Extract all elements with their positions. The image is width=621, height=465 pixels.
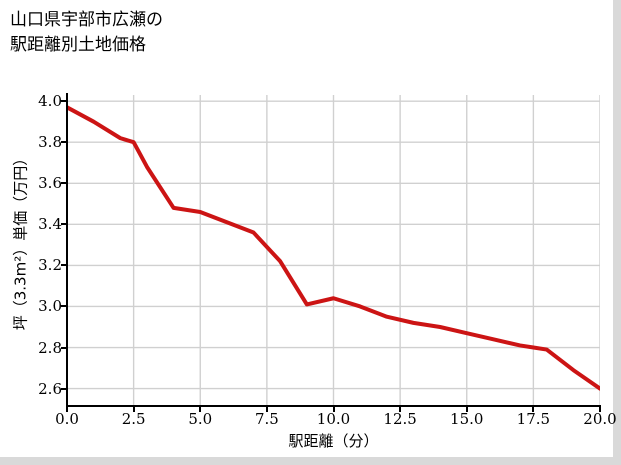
y-tick-mark [61,141,66,144]
y-tick-label: 3.8 [38,133,62,152]
y-tick-mark [61,223,66,226]
chart-title-line-2: 駅距離別土地価格 [10,35,146,55]
y-tick-label-group: 2.6 2.8 3.0 3.2 3.4 3.6 3.8 4.0 [8,0,62,465]
y-tick-mark [61,305,66,308]
x-tick-label: 15.0 [450,410,484,428]
y-tick-mark [61,387,66,390]
x-tick-label: 5.0 [188,410,213,428]
chart-figure: 山口県宇部市広瀬の 駅距離別土地価格 2.6 2.8 3.0 3.2 3.4 3.6 3.8… [0,0,617,457]
y-tick-label: 3.0 [38,297,62,316]
y-tick-label: 3.2 [38,256,62,275]
y-axis-title: 坪（3.3m²）単価（万円） [11,150,30,331]
y-tick-mark [61,346,66,349]
x-tick-mark [599,407,601,412]
chart-title: 山口県宇部市広瀬の 駅距離別土地価格 [10,8,430,58]
vertical-gridlines [67,95,600,405]
x-tick-label: 10.0 [316,410,351,428]
x-tick-label: 20.0 [583,410,617,428]
x-tick-label: 2.5 [121,410,146,428]
x-tick-mark [332,407,335,412]
y-tick-mark [61,100,66,103]
x-tick-mark [66,407,68,412]
x-tick-mark [265,407,268,412]
y-tick-label: 4.0 [38,92,62,111]
x-tick-label: 17.5 [516,410,551,428]
x-tick-mark [132,407,135,412]
x-tick-mark [199,407,202,412]
x-axis-spine [66,405,601,407]
data-line-layer [67,105,600,391]
x-axis-title: 駅距離（分） [288,432,379,450]
y-tick-label: 3.4 [38,215,62,234]
chart-title-line-1: 山口県宇部市広瀬の [10,10,163,30]
y-tick-label: 2.6 [38,379,62,398]
x-tick-mark [465,407,468,412]
x-tick-label: 12.5 [383,410,417,428]
plot-area [67,95,600,405]
y-axis-spine [66,93,68,407]
y-tick-mark [61,264,66,267]
x-tick-label: 0.0 [55,410,79,428]
x-tick-label: 7.5 [254,410,279,428]
x-tick-mark [532,407,535,412]
price-trend-line [67,105,600,391]
y-tick-label: 2.8 [38,338,62,357]
y-tick-mark [61,182,66,185]
y-tick-label: 3.6 [38,174,62,193]
x-tick-mark [399,407,402,412]
